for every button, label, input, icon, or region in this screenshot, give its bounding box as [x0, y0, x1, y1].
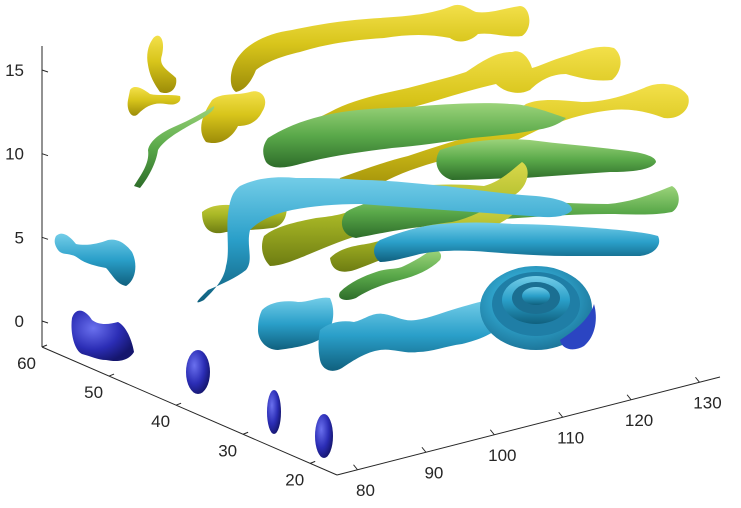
- y-tick-mark: [41, 344, 48, 348]
- y-tick-mark: [108, 373, 115, 377]
- z-axis-ticks: 0 5 10 15: [5, 61, 49, 331]
- streamtube-yellow-3: [269, 46, 621, 162]
- y-tick-label: 20: [285, 470, 304, 489]
- streamtube-blue-4: [315, 414, 333, 458]
- streamtube-yellow-curl: [127, 35, 181, 116]
- streamtube-blue-1: [71, 310, 134, 362]
- y-axis-line: [41, 346, 338, 476]
- z-tick-mark: [41, 69, 49, 73]
- streamtube-cyan-3: [258, 297, 334, 350]
- x-axis-line: [336, 376, 721, 476]
- y-tick-mark: [175, 402, 182, 406]
- streamtube-green-strand: [134, 106, 215, 188]
- z-tick-mark: [41, 236, 49, 240]
- y-axis-ticks: 20 30 40 50 60: [17, 344, 316, 489]
- streamtube-yellow-top: [230, 4, 530, 92]
- z-tick-label: 10: [5, 145, 24, 164]
- x-tick-mark: [353, 464, 358, 471]
- streamtube-cyan-2: [374, 222, 660, 262]
- streamtube-cyan-1: [197, 177, 572, 303]
- y-tick-mark: [242, 431, 249, 435]
- x-axis-ticks: 80 90 100 110 120 130: [353, 376, 722, 500]
- x-tick-mark: [626, 394, 632, 401]
- z-tick-label: 5: [15, 228, 24, 247]
- x-tick-label: 120: [625, 411, 653, 430]
- streamtube-blue-2: [186, 350, 210, 394]
- streamtube-yellow-2: [201, 91, 266, 144]
- x-tick-mark: [421, 446, 427, 453]
- x-tick-label: 100: [488, 446, 516, 465]
- x-tick-label: 130: [693, 393, 721, 412]
- streamtube-blue-3: [267, 390, 281, 434]
- y-tick-label: 60: [17, 354, 36, 373]
- z-tick-mark: [41, 320, 49, 324]
- streamtube-green-5: [339, 250, 442, 300]
- y-tick-mark: [309, 460, 316, 464]
- streamtube-green-1: [263, 103, 566, 168]
- y-tick-label: 50: [84, 383, 103, 402]
- y-tick-label: 30: [218, 441, 237, 460]
- z-tick-label: 15: [5, 61, 24, 80]
- x-tick-label: 80: [356, 481, 375, 500]
- z-tick-label: 0: [15, 312, 24, 331]
- streamtube-cyan-5: [54, 233, 136, 286]
- z-tick-mark: [41, 153, 49, 157]
- x-tick-label: 110: [557, 428, 584, 447]
- y-tick-label: 40: [151, 412, 170, 431]
- streamtube-cyan-swirl: [480, 266, 596, 350]
- streamtube-green-2: [436, 139, 656, 180]
- streamtubes: [54, 4, 689, 458]
- streamtube-yellow-4: [338, 83, 689, 195]
- x-tick-mark: [489, 429, 495, 436]
- x-tick-mark: [695, 376, 700, 383]
- x-tick-label: 90: [424, 463, 443, 482]
- axes: [41, 46, 721, 476]
- x-tick-mark: [558, 411, 564, 418]
- streamtube-cyan-4: [318, 300, 509, 371]
